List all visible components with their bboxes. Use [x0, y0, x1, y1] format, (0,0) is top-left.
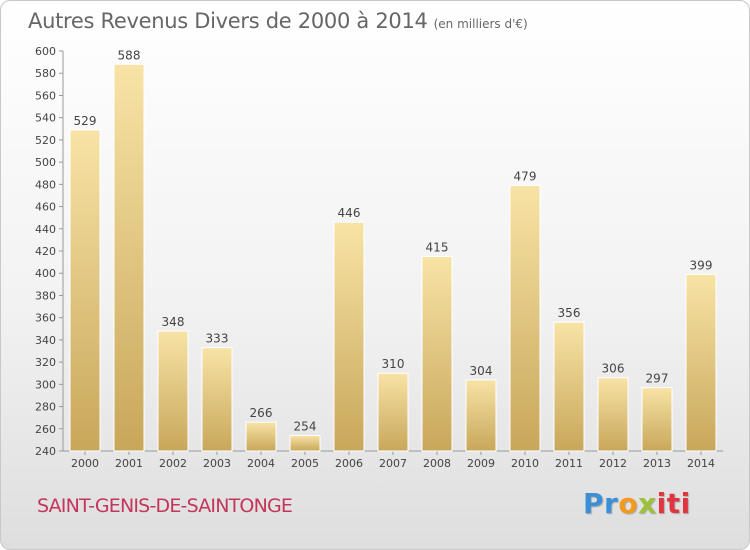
bar-value-label: 306 — [602, 362, 625, 376]
chart-subtitle: (en milliers d'€) — [433, 17, 528, 31]
y-tick-label: 540 — [35, 112, 56, 125]
x-tick-label: 2006 — [335, 457, 363, 470]
y-tick-label: 360 — [35, 312, 56, 325]
y-tick-label: 580 — [35, 67, 56, 80]
x-tick-label: 2012 — [599, 457, 627, 470]
bar-value-label: 304 — [470, 364, 493, 378]
bar-2010 — [509, 184, 541, 452]
bar-value-label: 479 — [514, 169, 537, 183]
y-tick-label: 380 — [35, 289, 56, 302]
bar-2009 — [465, 379, 497, 452]
x-tick-label: 2002 — [159, 457, 187, 470]
bar-2012 — [597, 377, 629, 452]
x-tick-label: 2004 — [247, 457, 275, 470]
bar-value-label: 399 — [690, 258, 713, 272]
bar-2006 — [333, 221, 365, 452]
bar-value-label: 297 — [646, 372, 669, 386]
bar-2008 — [421, 256, 453, 452]
bar-value-label: 254 — [294, 419, 317, 433]
y-tick-label: 400 — [35, 267, 56, 280]
chart-title: Autres Revenus Divers de 2000 à 2014 (en … — [28, 9, 528, 33]
bar-2000 — [69, 129, 101, 452]
y-tick-label: 600 — [35, 45, 56, 58]
bar-2007 — [377, 372, 409, 452]
commune-name: SAINT-GENIS-DE-SAINTONGE — [37, 495, 293, 517]
bar-value-label: 356 — [558, 306, 581, 320]
bar-value-label: 415 — [426, 241, 449, 255]
bar-2013 — [641, 387, 673, 452]
bar-2014 — [685, 273, 717, 452]
y-tick-label: 460 — [35, 201, 56, 214]
logo-part-2: o — [618, 487, 639, 520]
x-tick-label: 2008 — [423, 457, 451, 470]
bar-value-label: 529 — [74, 114, 97, 128]
x-tick-label: 2000 — [71, 457, 99, 470]
chart-axes: 240 260 280 300 320 340 360 380 400 420 440 460 480 5… — [35, 45, 723, 470]
y-tick-label: 500 — [35, 156, 56, 169]
x-tick-label: 2013 — [643, 457, 671, 470]
x-tick-label: 2014 — [687, 457, 715, 470]
bar-value-label: 266 — [250, 406, 273, 420]
bar-2002 — [157, 330, 189, 452]
y-tick-label: 300 — [35, 378, 56, 391]
bar-2011 — [553, 321, 585, 452]
proxiti-logo: Proxiti — [583, 487, 691, 520]
x-tick-label: 2010 — [511, 457, 539, 470]
y-tick-label: 260 — [35, 423, 56, 436]
x-tick-label: 2009 — [467, 457, 495, 470]
x-tick-label: 2011 — [555, 457, 583, 470]
bar-2003 — [201, 347, 233, 452]
x-tick-label: 2005 — [291, 457, 319, 470]
y-tick-label: 240 — [35, 445, 56, 458]
x-tick-label: 2007 — [379, 457, 407, 470]
y-tick-label: 560 — [35, 89, 56, 102]
logo-part-3: x — [638, 487, 657, 520]
bar-value-label: 588 — [118, 48, 141, 62]
y-tick-label: 440 — [35, 223, 56, 236]
bar-2004 — [245, 421, 277, 452]
y-tick-label: 520 — [35, 134, 56, 147]
bar-value-label: 333 — [206, 332, 229, 346]
logo-part-4: iti — [656, 487, 691, 520]
chart-title-text: Autres Revenus Divers de 2000 à 2014 — [28, 9, 428, 33]
logo-part-1: Pr — [583, 487, 619, 520]
y-tick-label: 320 — [35, 356, 56, 369]
y-tick-label: 280 — [35, 401, 56, 414]
x-tick-label: 2003 — [203, 457, 231, 470]
bar-value-label: 348 — [162, 315, 185, 329]
y-tick-label: 340 — [35, 334, 56, 347]
x-tick-label: 2001 — [115, 457, 143, 470]
chart-bars: 529 588 348 333 266 254 446 310 415 304 479 356 306 2… — [69, 48, 717, 452]
y-tick-label: 480 — [35, 178, 56, 191]
bar-2005 — [289, 434, 321, 452]
bar-value-label: 446 — [338, 206, 361, 220]
bar-2001 — [113, 63, 145, 452]
y-tick-label: 420 — [35, 245, 56, 258]
bar-value-label: 310 — [382, 357, 405, 371]
